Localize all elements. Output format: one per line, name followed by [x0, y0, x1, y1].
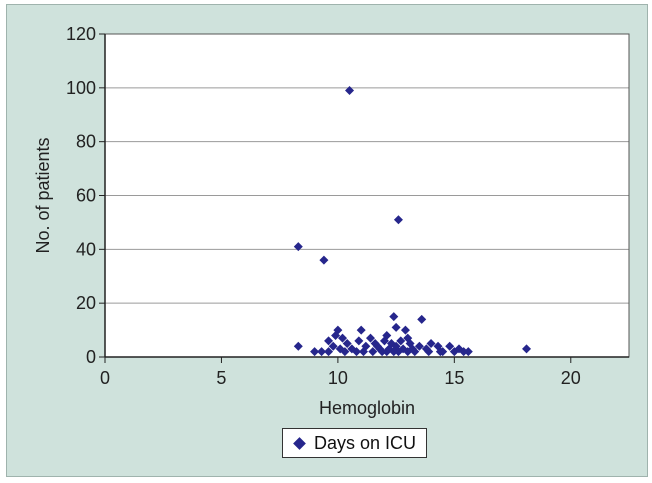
y-tick-label: 80: [76, 132, 96, 152]
data-point: [338, 333, 348, 343]
data-point: [293, 341, 303, 351]
data-point: [389, 347, 399, 357]
x-tick-label: 0: [100, 368, 110, 388]
data-point: [522, 344, 532, 354]
y-tick-label: 120: [66, 24, 96, 44]
data-point: [400, 325, 410, 335]
data-point: [393, 347, 403, 357]
data-point: [396, 336, 406, 346]
data-point: [424, 347, 434, 357]
data-point: [391, 322, 401, 332]
data-point: [463, 347, 473, 357]
data-point: [317, 347, 327, 357]
x-tick-label: 15: [444, 368, 464, 388]
data-point: [342, 339, 352, 349]
data-point: [324, 347, 334, 357]
x-tick-label: 5: [216, 368, 226, 388]
data-point: [459, 347, 469, 357]
chart-frame: 0 20 40 60 80 100 120 0 5 10 15 20 Hemoglobin No. o…: [6, 4, 648, 477]
x-axis-title: Hemoglobin: [319, 398, 415, 418]
data-point: [379, 336, 389, 346]
diamond-marker-icon: [293, 436, 306, 450]
x-tick-label: 20: [561, 368, 581, 388]
y-axis-title: No. of patients: [33, 137, 53, 253]
data-point: [393, 215, 403, 225]
axes: [99, 33, 630, 363]
data-point: [414, 341, 424, 351]
data-point: [435, 347, 445, 357]
data-points: [293, 86, 532, 357]
y-tick-label: 100: [66, 78, 96, 98]
tick-labels: 0 20 40 60 80 100 120 0 5 10 15 20: [66, 24, 581, 388]
x-tick-label: 10: [328, 368, 348, 388]
data-point: [407, 344, 417, 354]
data-point: [368, 347, 378, 357]
data-point: [372, 341, 382, 351]
data-point: [359, 347, 369, 357]
data-point: [328, 341, 338, 351]
data-point: [352, 347, 362, 357]
data-point: [319, 255, 329, 265]
legend-label: Days on ICU: [314, 432, 417, 453]
data-point: [310, 347, 320, 357]
data-point: [356, 325, 366, 335]
data-point: [324, 336, 334, 346]
legend: Days on ICU: [282, 428, 428, 458]
data-point: [417, 314, 427, 324]
data-point: [365, 333, 375, 343]
y-tick-label: 60: [76, 186, 96, 206]
data-point: [354, 336, 364, 346]
y-tick-label: 20: [76, 293, 96, 313]
data-point: [293, 242, 303, 252]
scatter-chart: 0 20 40 60 80 100 120 0 5 10 15 20 Hemoglobin No. o…: [33, 24, 630, 418]
data-point: [426, 339, 436, 349]
data-point: [389, 312, 399, 322]
data-point: [445, 341, 455, 351]
data-point: [382, 347, 392, 357]
data-point: [377, 347, 387, 357]
y-tick-label: 0: [86, 347, 96, 367]
data-point: [340, 347, 350, 357]
data-point: [331, 330, 341, 340]
data-point: [345, 86, 355, 96]
y-tick-label: 40: [76, 239, 96, 259]
